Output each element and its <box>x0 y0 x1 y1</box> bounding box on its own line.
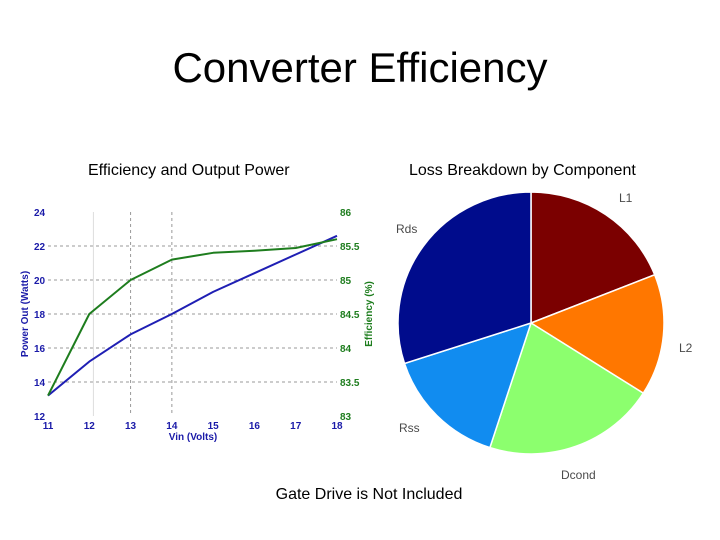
x-tick-label: 11 <box>43 421 54 432</box>
x-tick-label: 18 <box>331 421 343 432</box>
right-tick-label: 85.5 <box>340 242 360 253</box>
pie-slice-rds <box>397 191 532 365</box>
x-tick-label: 15 <box>208 421 220 432</box>
x-tick-label: 16 <box>249 421 261 432</box>
left-tick-label: 24 <box>34 208 46 219</box>
pie-slices <box>397 191 665 455</box>
x-axis-label: Vin (Volts) <box>169 432 218 443</box>
efficiency-series-line <box>47 238 338 397</box>
line-chart-title: Efficiency and Output Power <box>88 162 290 179</box>
right-tick-label: 83.5 <box>340 378 360 389</box>
x-tick-label: 14 <box>166 421 178 432</box>
pie-labels: L1 L2 Dcond Rss Rds <box>396 191 693 482</box>
pie-label-rds: Rds <box>396 222 417 236</box>
slide-title: Converter Efficiency <box>172 44 548 91</box>
series-layer <box>47 234 338 397</box>
pie-label-rss: Rss <box>399 421 420 435</box>
footer-note: Gate Drive is Not Included <box>275 486 463 503</box>
pie-label-l1: L1 <box>619 191 633 205</box>
x-axis-ticks: 11 12 13 14 15 16 17 18 <box>43 421 343 432</box>
right-axis-ticks: 83 83.5 84 84.5 85 85.5 86 <box>340 208 360 423</box>
x-tick-label: 13 <box>125 421 137 432</box>
left-tick-label: 16 <box>34 344 46 355</box>
right-axis-label: Efficiency (%) <box>364 281 375 347</box>
left-tick-label: 12 <box>34 412 46 423</box>
right-tick-label: 84.5 <box>340 310 360 321</box>
right-tick-label: 86 <box>340 208 352 219</box>
pie-slice-l2 <box>529 273 665 395</box>
x-tick-label: 17 <box>290 421 302 432</box>
grid-layer <box>48 212 337 416</box>
left-axis-ticks: 12 14 16 18 20 22 24 <box>34 208 46 423</box>
pie-chart-title: Loss Breakdown by Component <box>409 162 636 179</box>
x-tick-label: 12 <box>84 421 96 432</box>
left-tick-label: 22 <box>34 242 46 253</box>
right-tick-label: 85 <box>340 276 352 287</box>
right-tick-label: 83 <box>340 412 352 423</box>
left-tick-label: 20 <box>34 276 46 287</box>
right-tick-label: 84 <box>340 344 352 355</box>
pie-slice-l1 <box>530 191 656 325</box>
left-tick-label: 14 <box>34 378 46 389</box>
power-series-line <box>47 234 338 397</box>
left-tick-label: 18 <box>34 310 46 321</box>
pie-slice-dcond <box>488 321 645 455</box>
pie-label-l2: L2 <box>679 341 693 355</box>
left-axis-label: Power Out (Watts) <box>20 271 31 357</box>
pie-label-dcond: Dcond <box>561 468 596 482</box>
